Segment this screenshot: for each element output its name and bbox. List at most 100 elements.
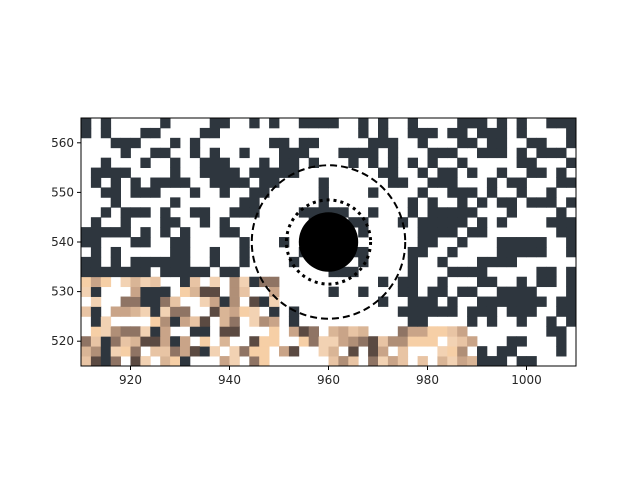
image-pixel (199, 167, 211, 178)
image-pixel (467, 306, 478, 317)
image-pixel (506, 256, 517, 268)
image-pixel (397, 286, 409, 297)
image-pixel (516, 306, 527, 317)
image-pixel (358, 246, 369, 258)
image-pixel (407, 296, 418, 307)
image-pixel (100, 326, 112, 337)
image-pixel (427, 127, 438, 139)
image-pixel (90, 217, 102, 228)
image-pixel (170, 197, 181, 208)
image-pixel (288, 157, 300, 168)
image-pixel (150, 306, 161, 317)
image-pixel (170, 177, 181, 188)
image-pixel (150, 336, 161, 347)
image-pixel (308, 336, 319, 347)
image-pixel (239, 237, 250, 248)
image-pixel (536, 296, 547, 307)
image-pixel (358, 147, 369, 159)
image-pixel (437, 306, 448, 317)
image-pixel (536, 266, 547, 278)
image-pixel (427, 147, 438, 159)
image-pixel (140, 127, 151, 139)
image-pixel (397, 336, 409, 347)
image-pixel (160, 346, 171, 357)
image-pixel (130, 356, 141, 366)
image-pixel (437, 177, 448, 188)
image-pixel (140, 356, 151, 366)
image-pixel (81, 286, 92, 297)
image-pixel (457, 127, 468, 139)
image-pixel (516, 276, 527, 288)
image-pixel (566, 197, 576, 208)
image-pixel (150, 286, 161, 297)
image-pixel (170, 336, 181, 347)
image-pixel (130, 276, 141, 288)
image-pixel (170, 316, 181, 327)
x-tick-label: 940 (218, 373, 241, 387)
image-pixel (407, 336, 418, 347)
image-pixel (90, 256, 102, 268)
image-pixel (546, 326, 557, 337)
image-pixel (239, 276, 250, 288)
image-pixel (229, 177, 240, 188)
image-pixel (189, 207, 201, 218)
image-pixel (358, 256, 369, 268)
image-pixel (368, 157, 379, 168)
image-pixel (437, 356, 448, 366)
image-pixel (259, 356, 270, 366)
image-pixel (407, 256, 418, 268)
image-pixel (199, 266, 211, 278)
image-pixel (328, 326, 339, 337)
image-pixel (189, 266, 201, 278)
image-pixel (477, 346, 488, 357)
image-pixel (427, 326, 438, 337)
image-pixel (160, 207, 171, 218)
image-pixel (199, 336, 211, 347)
image-pixel (219, 356, 230, 366)
image-pixel (120, 276, 131, 288)
image-pixel (229, 326, 240, 337)
image-pixel (397, 306, 409, 317)
image-pixel (120, 296, 131, 307)
image-pixel (496, 217, 508, 228)
image-pixel (180, 237, 191, 248)
image-pixel (189, 346, 201, 357)
image-pixel (506, 296, 517, 307)
image-pixel (249, 316, 260, 327)
image-pixel (506, 237, 517, 248)
image-pixel (110, 177, 121, 188)
image-pixel (189, 326, 201, 337)
image-pixel (536, 276, 547, 288)
image-pixel (170, 157, 181, 168)
x-tick-label: 980 (416, 373, 439, 387)
image-pixel (506, 306, 517, 317)
image-pixel (506, 286, 517, 297)
image-pixel (130, 296, 141, 307)
image-pixel (447, 326, 458, 337)
image-pixel (288, 316, 300, 327)
image-pixel (457, 286, 468, 297)
image-pixel (249, 118, 260, 129)
image-pixel (249, 336, 260, 347)
image-pixel (130, 207, 141, 218)
y-tick-label: 540 (51, 235, 74, 249)
image-pixel (516, 127, 527, 139)
image-pixel (368, 147, 379, 159)
image-pixel (378, 127, 389, 139)
image-pixel (566, 276, 576, 288)
image-pixel (516, 118, 527, 129)
image-pixel (81, 127, 92, 139)
image-pixel (189, 147, 201, 159)
image-pixel (209, 147, 220, 159)
image-pixel (338, 356, 349, 366)
image-pixel (180, 336, 191, 347)
image-pixel (328, 346, 339, 357)
image-pixel (209, 256, 220, 268)
image-pixel (457, 187, 468, 198)
image-pixel (209, 246, 220, 258)
annotations (250, 164, 407, 320)
image-pixel (269, 316, 280, 327)
image-pixel (368, 187, 379, 198)
image-pixel (298, 118, 310, 129)
